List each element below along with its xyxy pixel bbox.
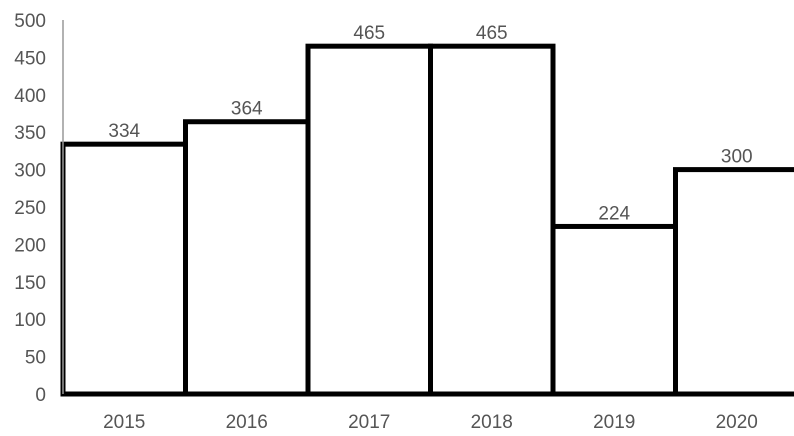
data-labels: 334 364 465 465 224 300	[108, 23, 752, 224]
x-tick-label: 2020	[716, 412, 758, 433]
data-label: 465	[353, 23, 385, 44]
y-tick-label: 300	[14, 161, 46, 182]
data-label: 300	[721, 147, 753, 168]
y-tick-label: 400	[14, 86, 46, 107]
data-label: 334	[108, 121, 140, 142]
bar-2017	[305, 43, 433, 397]
bar-2019	[550, 223, 678, 397]
y-axis-tick-labels: 0 50 100 150 200 250 300 350 400 450 500	[14, 11, 46, 406]
y-tick-label: 350	[14, 123, 46, 144]
x-axis-tick-labels: 2015 2016 2017 2018 2019 2020	[103, 412, 758, 433]
axes	[62, 20, 794, 396]
y-tick-label: 150	[14, 273, 46, 294]
y-tick-label: 200	[14, 235, 46, 256]
x-tick-label: 2019	[593, 412, 635, 433]
bar-2020	[673, 167, 794, 397]
x-tick-label: 2016	[226, 412, 268, 433]
data-label: 465	[476, 23, 508, 44]
bar-2018	[428, 43, 556, 397]
bar-2016	[183, 119, 311, 397]
data-label: 364	[231, 99, 263, 120]
y-tick-label: 250	[14, 198, 46, 219]
y-tick-label: 500	[14, 11, 46, 32]
x-tick-label: 2018	[471, 412, 513, 433]
x-tick-label: 2015	[103, 412, 145, 433]
data-label: 224	[598, 203, 630, 224]
y-tick-label: 0	[35, 385, 46, 406]
x-tick-label: 2017	[348, 412, 390, 433]
y-tick-label: 50	[25, 348, 46, 369]
y-tick-label: 100	[14, 310, 46, 331]
y-tick-label: 450	[14, 48, 46, 69]
bar-2015	[60, 141, 188, 397]
bars	[60, 43, 794, 397]
